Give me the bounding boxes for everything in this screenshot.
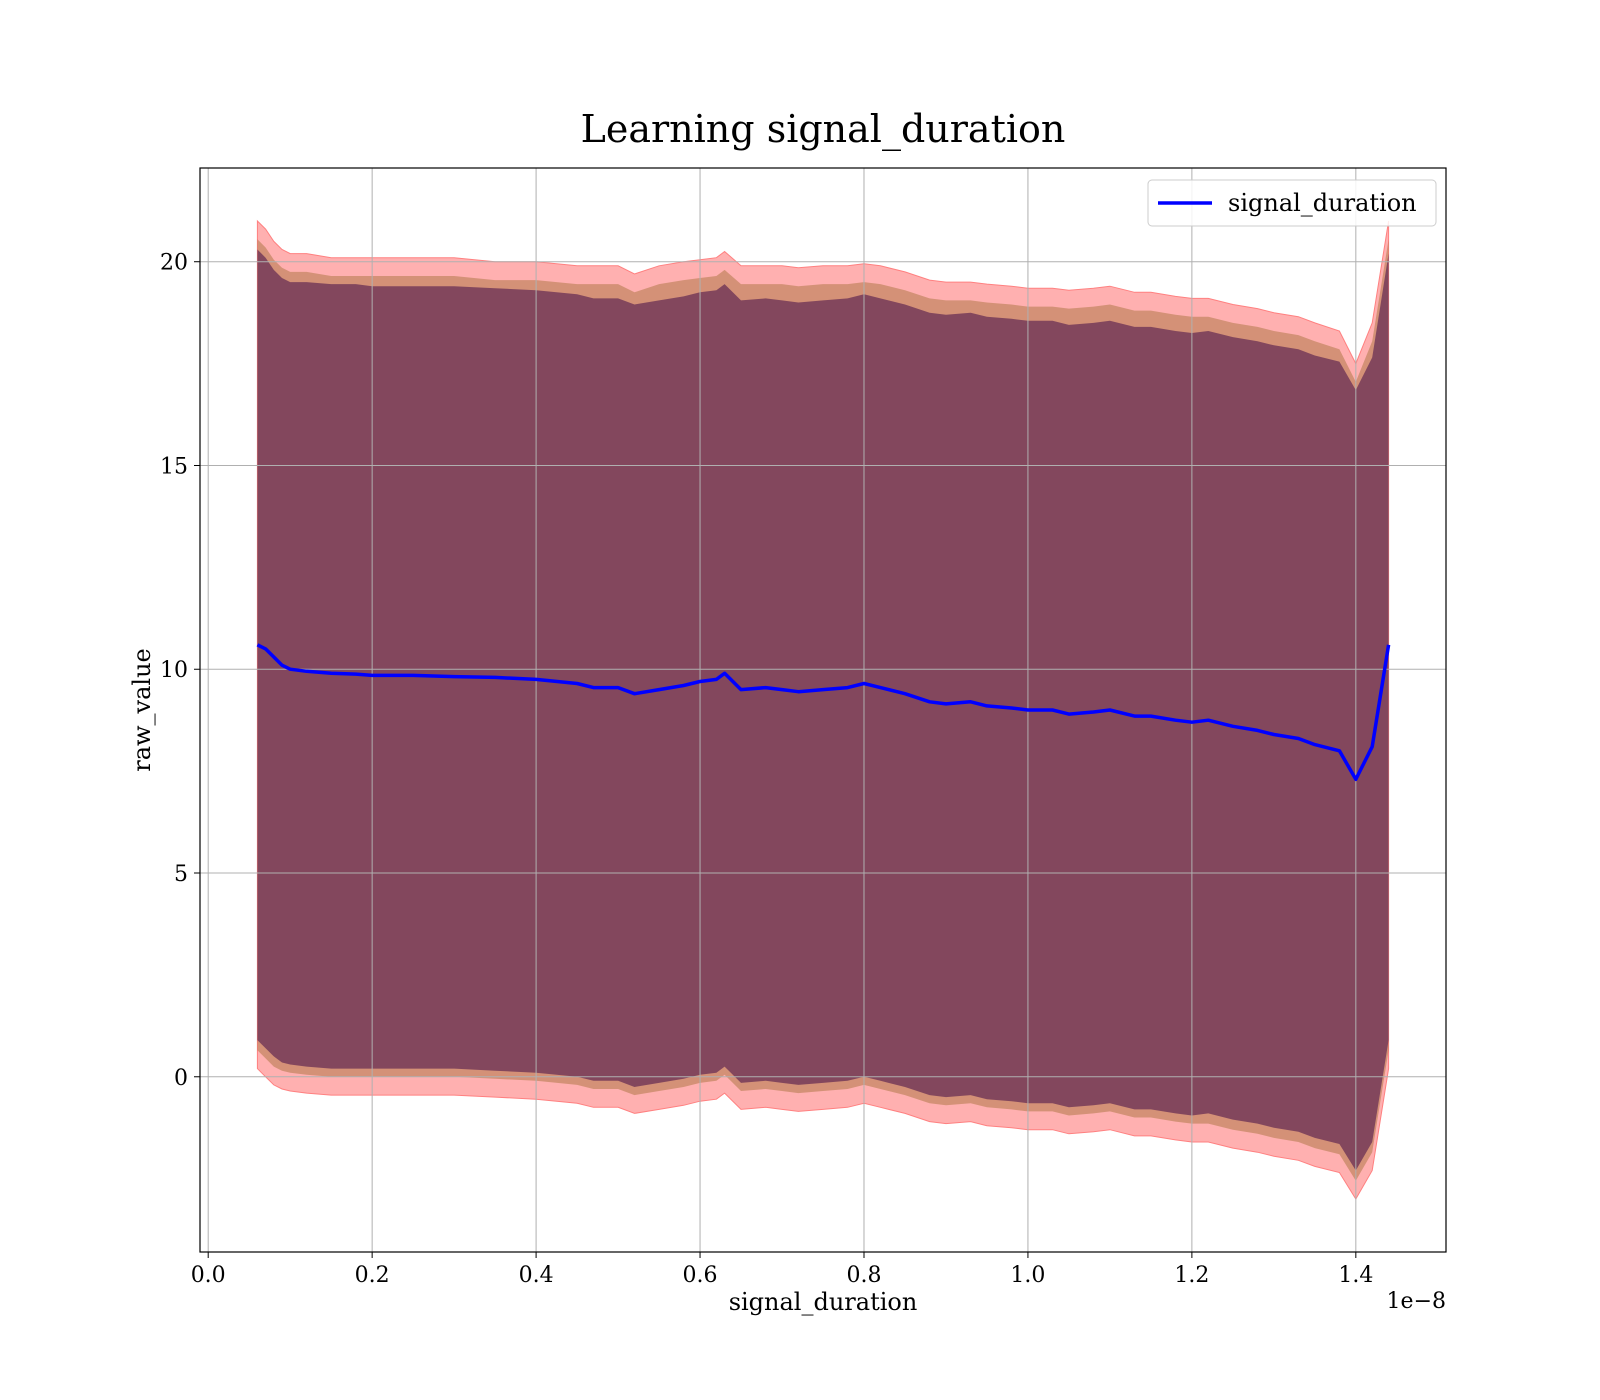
x-tick-label: 1.4 — [1338, 1263, 1373, 1288]
x-axis-ticks: 0.0 0.2 0.4 0.6 0.8 1.0 1.2 1.4 — [191, 1252, 1373, 1288]
x-tick-label: 0.8 — [846, 1263, 881, 1288]
x-tick-label: 0.4 — [519, 1263, 554, 1288]
x-tick-label: 0.0 — [191, 1263, 226, 1288]
x-axis-label: signal_duration — [729, 1288, 918, 1316]
x-tick-label: 0.6 — [683, 1263, 718, 1288]
y-tick-label: 0 — [174, 1066, 188, 1091]
x-tick-label: 0.2 — [355, 1263, 390, 1288]
chart-title: Learning signal_duration — [581, 107, 1066, 152]
y-tick-label: 10 — [160, 658, 188, 683]
series-line-signal-duration — [256, 643, 1391, 782]
band-inner — [257, 249, 1389, 1171]
legend-label: signal_duration — [1228, 189, 1417, 217]
plot-frame — [199, 167, 1447, 1253]
y-axis-ticks: 0 5 10 15 20 — [160, 251, 200, 1091]
x-axis-offset-label: 1e−8 — [1387, 1289, 1446, 1314]
legend: signal_duration — [1147, 179, 1437, 227]
y-tick-label: 20 — [160, 251, 188, 276]
x-tick-label: 1.2 — [1174, 1263, 1209, 1288]
confidence-bands — [256, 219, 1390, 1200]
grid-lines — [200, 168, 1446, 1252]
series-lines — [256, 643, 1391, 782]
y-tick-label: 5 — [174, 862, 188, 887]
y-axis-label: raw_value — [128, 648, 156, 772]
y-tick-label: 15 — [160, 454, 188, 479]
x-tick-label: 1.0 — [1010, 1263, 1045, 1288]
plot-area — [200, 168, 1446, 1252]
legend-box — [1147, 179, 1437, 227]
